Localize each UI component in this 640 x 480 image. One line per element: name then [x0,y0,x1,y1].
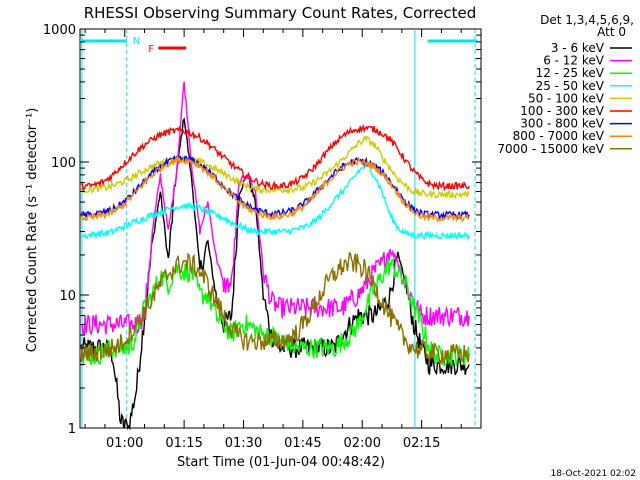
generation-timestamp: 18-Oct-2021 02:02 [551,469,636,479]
y-tick-label: 1000 [43,23,76,38]
plot-area [79,28,482,429]
legend-label: 800 - 7000 keV [513,129,605,143]
y-axis-label: Corrected Count Rate (s⁻¹ detector⁻¹) [25,108,40,353]
x-tick-label: 01:15 [165,436,202,451]
x-axis-label: Start Time (01-Jun-04 00:48:42) [177,455,385,470]
x-tick-label: 01:00 [106,436,143,451]
x-tick-label: 02:15 [403,436,440,451]
flag-bars: NF [80,29,478,428]
legend-label: 12 - 25 keV [536,66,605,80]
x-tick-label: 02:00 [344,436,381,451]
series-line-3 [80,161,470,242]
night-flag-label: N [133,36,140,47]
chart-title: RHESSI Observing Summary Count Rates, Co… [84,4,477,22]
series-line-5 [80,123,470,192]
series-line-0 [80,117,470,431]
y-tick-label: 100 [51,156,76,171]
x-axis-ticks: 01:00 01:15 01:30 01:45 02:00 02:15 [84,29,482,451]
y-axis-ticks: 1 10 100 1000 [43,23,481,437]
legend-attenuator-label: Att 0 [597,25,626,39]
series-line-7 [80,157,470,223]
x-tick-label: 01:45 [284,436,321,451]
legend-label: 300 - 800 keV [520,117,604,131]
plot-border [79,28,482,429]
legend-label: 6 - 12 keV [543,54,605,68]
series-line-8 [80,251,470,366]
legend-label: 3 - 6 keV [551,41,605,55]
legend-label: 25 - 50 keV [536,79,605,93]
y-tick-label: 1 [68,422,76,437]
flare-flag-label: F [148,44,154,55]
legend-label: 50 - 100 keV [528,91,605,105]
series-line-4 [80,135,470,200]
legend-label: 7000 - 15000 keV [497,142,604,156]
legend-detector-label: Det 1,3,4,5,6,9, [540,13,634,27]
y-tick-label: 10 [59,289,76,304]
legend-label: 100 - 300 keV [520,104,604,118]
series-lines [80,81,470,431]
x-tick-label: 01:30 [225,436,262,451]
